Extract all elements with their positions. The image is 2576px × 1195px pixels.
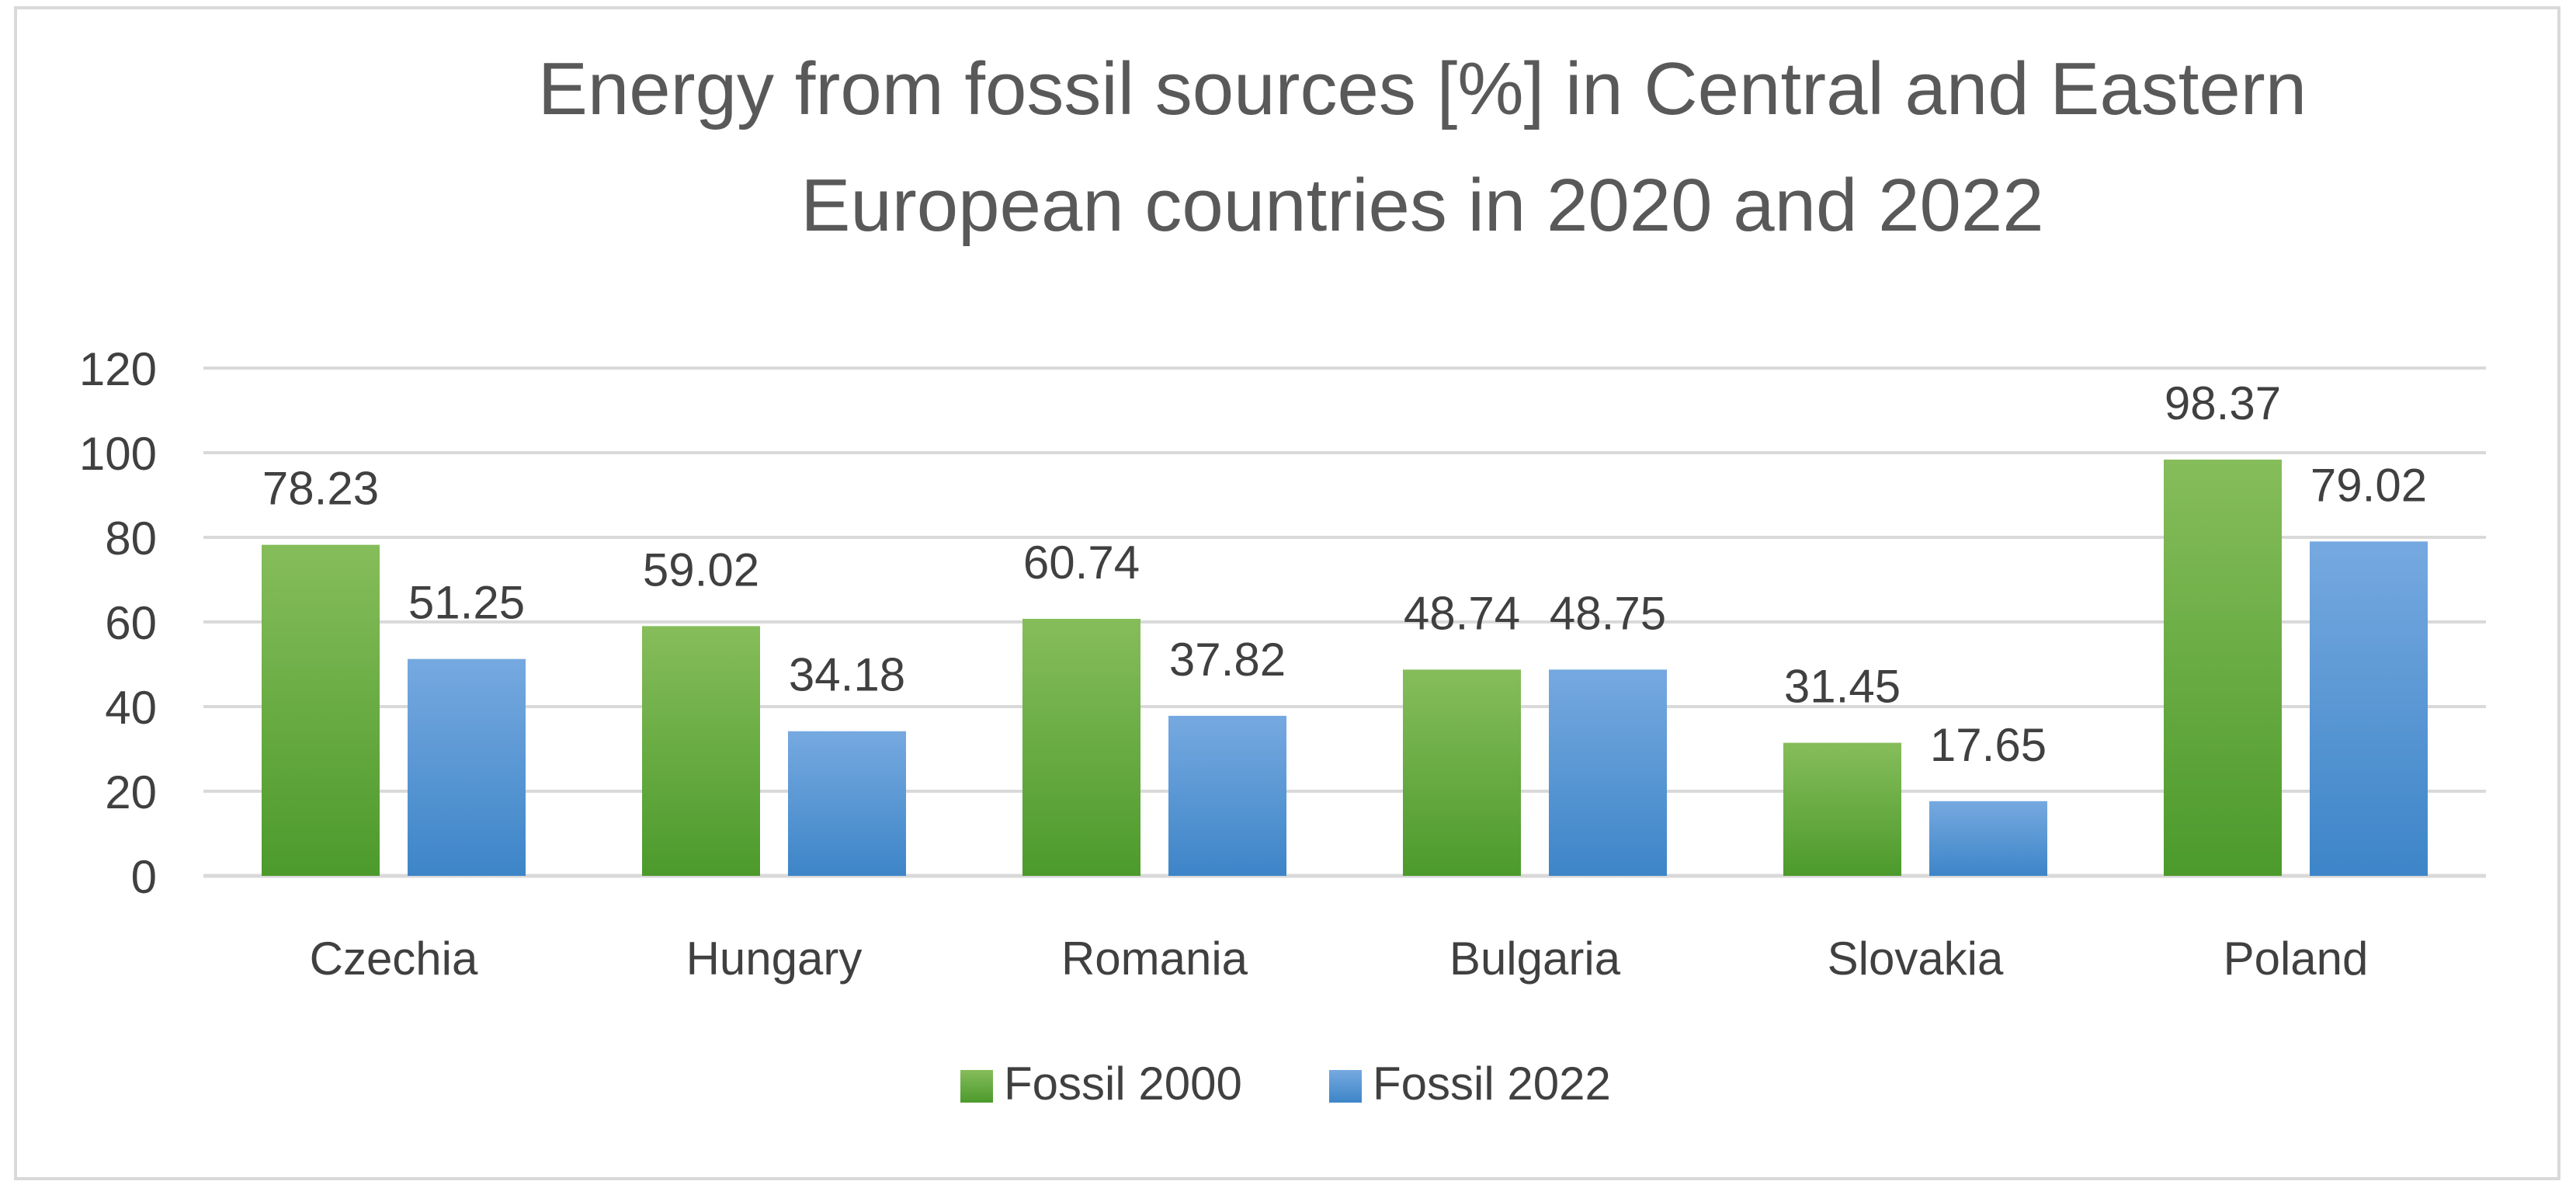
y-tick-label-60: 60 (105, 597, 157, 649)
data-label-romania-series-2: 37.82 (1169, 634, 1286, 686)
data-label-poland-series-2: 79.02 (2310, 459, 2427, 511)
bar-slovakia-series-2 (1929, 801, 2047, 876)
x-category-label-romania: Romania (1061, 933, 1248, 985)
legend-label-series-1: Fossil 2000 (1004, 1058, 1242, 1110)
x-category-label-slovakia: Slovakia (1828, 933, 2004, 985)
y-tick-label-100: 100 (79, 428, 157, 480)
chart-frame: Energy from fossil sources [%] in Centra… (14, 6, 2560, 1180)
data-label-romania-series-1: 60.74 (1023, 537, 1140, 589)
chart-title-line-1: Energy from fossil sources [%] in Centra… (538, 47, 2307, 130)
bar-slovakia-series-1 (1783, 742, 1901, 876)
y-axis-ticks: 0 20 40 60 80 100 120 (79, 343, 157, 903)
bar-hungary-series-1 (642, 626, 760, 876)
legend-swatch-series-2 (1329, 1070, 1362, 1103)
gridlines (203, 366, 2486, 878)
data-label-poland-series-1: 98.37 (2165, 377, 2281, 429)
y-tick-label-20: 20 (105, 766, 157, 818)
chart-title-line-2: European countries in 2020 and 2022 (800, 164, 2043, 247)
bars (262, 459, 2428, 876)
bar-romania-series-1 (1022, 618, 1140, 876)
bar-bulgaria-series-1 (1403, 669, 1521, 876)
y-tick-label-0: 0 (131, 851, 157, 903)
legend-swatch-series-1 (960, 1070, 993, 1103)
bar-poland-series-1 (2164, 459, 2282, 876)
x-axis-categories: Czechia Hungary Romania Bulgaria Slovakia Pol… (310, 933, 2369, 985)
legend: Fossil 2000 Fossil 2022 (960, 1058, 1611, 1110)
bar-hungary-series-2 (788, 731, 906, 876)
y-tick-label-80: 80 (105, 512, 157, 564)
x-category-label-czechia: Czechia (310, 933, 478, 985)
data-label-czechia-series-1: 78.23 (262, 463, 379, 515)
bar-romania-series-2 (1168, 715, 1286, 876)
y-tick-label-120: 120 (79, 343, 157, 395)
x-category-label-hungary: Hungary (686, 933, 863, 985)
legend-label-series-2: Fossil 2022 (1373, 1058, 1611, 1110)
data-label-slovakia-series-2: 17.65 (1930, 719, 2047, 771)
data-label-bulgaria-series-1: 48.74 (1404, 587, 1520, 639)
bar-bulgaria-series-2 (1549, 669, 1667, 876)
x-category-label-poland: Poland (2224, 933, 2369, 985)
bar-czechia-series-1 (262, 544, 380, 876)
data-labels: 78.23 51.25 59.02 34.18 60.74 37.82 48.74 48.75… (262, 377, 2427, 771)
data-label-slovakia-series-1: 31.45 (1784, 661, 1901, 713)
data-label-hungary-series-1: 59.02 (643, 544, 759, 596)
data-label-hungary-series-2: 34.18 (789, 649, 905, 701)
y-tick-label-40: 40 (105, 682, 157, 734)
x-category-label-bulgaria: Bulgaria (1449, 933, 1621, 985)
chart-title: Energy from fossil sources [%] in Centra… (538, 47, 2307, 247)
bar-chart: Energy from fossil sources [%] in Centra… (79, 47, 2486, 1110)
bar-czechia-series-2 (408, 658, 526, 876)
data-label-bulgaria-series-2: 48.75 (1550, 587, 1666, 639)
data-label-czechia-series-2: 51.25 (408, 577, 525, 629)
bar-poland-series-2 (2310, 541, 2428, 876)
